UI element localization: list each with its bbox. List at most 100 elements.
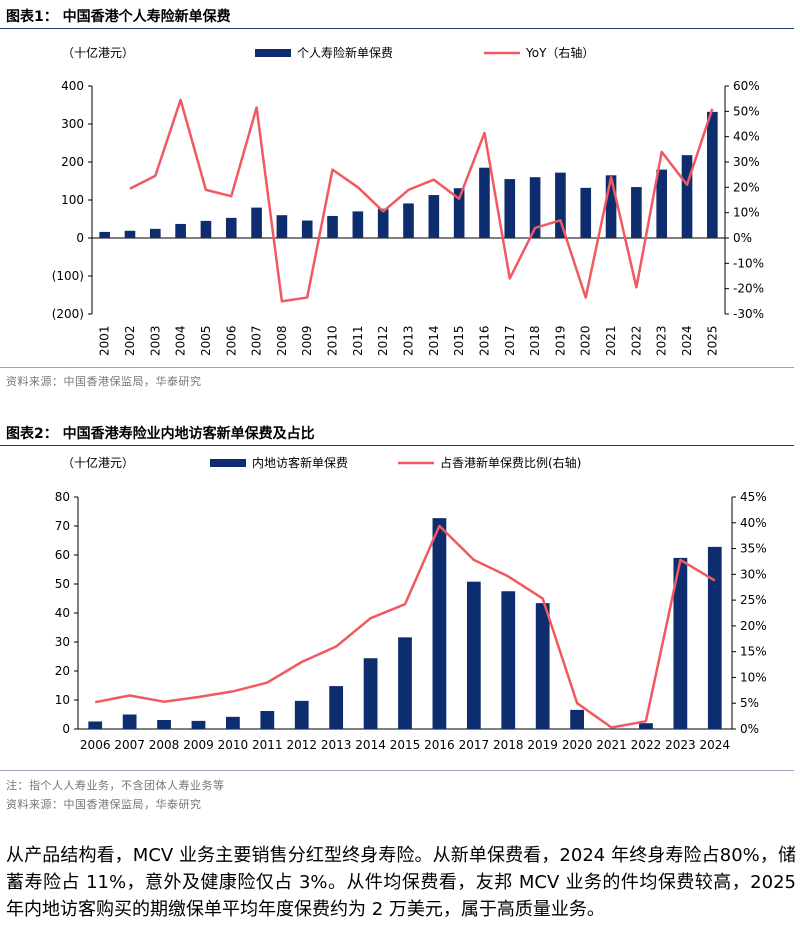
bar-2012 — [294, 700, 309, 729]
chart1: (200) (100) 0 100 200 300 400 -30% -20% -10% 0% 10%… — [52, 45, 764, 356]
bar-2021 — [605, 175, 617, 238]
bar-2022 — [639, 723, 653, 729]
line-series — [94, 524, 716, 729]
figure2-bottom-rule — [0, 770, 794, 771]
x-tick-label: 2017 — [503, 325, 517, 356]
y-unit-label: （十亿港元） — [62, 455, 134, 470]
x-tick-label: 2012 — [376, 325, 390, 356]
right-axis-tick-label: -20% — [733, 282, 764, 296]
bar-2021 — [604, 728, 619, 730]
bar-2008 — [157, 720, 171, 729]
bar-2014 — [428, 195, 440, 238]
y-unit-label: （十亿港元） — [62, 45, 134, 60]
bar-2025 — [707, 111, 718, 238]
figure1-source: 资料来源：中国香港保监局，华泰研究 — [6, 375, 202, 388]
x-tick-label: 2010 — [218, 738, 249, 752]
bar-2012 — [377, 208, 389, 238]
right-axis-tick-label: 30% — [733, 155, 760, 169]
bar-2015 — [453, 188, 465, 238]
left-axis-tick-label: 10 — [55, 693, 70, 707]
bar-2002 — [124, 230, 136, 238]
figure2-source: 资料来源：中国香港保监局，华泰研究 — [6, 798, 202, 811]
bar-2014 — [363, 658, 378, 729]
right-axis-tick-label: 40% — [733, 130, 760, 144]
chart2: 0 10 20 30 40 50 60 70 80 0% 5% 10% 15% 20% 25% 30% 35% 4… — [55, 455, 767, 752]
x-tick-label: 2007 — [114, 738, 145, 752]
x-tick-label: 2024 — [680, 325, 694, 356]
legend-line-label: 占香港新单保费比例(右轴) — [440, 455, 581, 470]
x-tick-label: 2013 — [321, 738, 352, 752]
right-axis-tick-label: 20% — [733, 180, 760, 194]
right-axis-tick-label: -30% — [733, 307, 764, 321]
x-tick-label: 2018 — [528, 325, 542, 356]
x-tick-label: 2020 — [579, 325, 593, 356]
right-axis-tick-label: 50% — [733, 104, 760, 118]
x-tick-label: 2009 — [300, 325, 314, 356]
figure2-title-rule — [0, 445, 794, 446]
x-tick-label: 2023 — [655, 325, 669, 356]
right-axis-tick-label: 0% — [733, 231, 752, 245]
x-tick-label: 2017 — [459, 738, 490, 752]
x-tick-label: 2001 — [98, 325, 112, 356]
bar-2023 — [656, 169, 668, 238]
bar-2005 — [200, 220, 212, 238]
x-tick-label: 2004 — [174, 325, 188, 356]
left-axis-tick-label: 400 — [61, 79, 84, 93]
right-axis-tick-label: 10% — [740, 670, 767, 684]
x-tick-label: 2002 — [123, 325, 137, 356]
legend-bar-label: 个人寿险新单保费 — [297, 45, 393, 60]
bar-2024 — [707, 546, 722, 729]
x-tick-label: 2011 — [252, 738, 283, 752]
bar-2016 — [432, 518, 447, 729]
x-tick-label: 2008 — [149, 738, 180, 752]
bar-2008 — [276, 215, 288, 238]
bar-2006 — [88, 721, 103, 729]
bar-2003 — [149, 228, 161, 238]
left-axis-tick-label: 20 — [55, 664, 70, 678]
right-axis-tick-label: 15% — [740, 645, 767, 659]
bar-2019 — [535, 603, 550, 729]
bar-2020 — [580, 187, 592, 238]
left-axis-tick-label: 200 — [61, 155, 84, 169]
legend-bar-swatch — [255, 49, 291, 57]
left-axis-tick-label: 300 — [61, 117, 84, 131]
right-axis-tick-label: -10% — [733, 256, 764, 270]
bar-2011 — [260, 711, 275, 729]
body-paragraph: 从产品结构看，MCV 业务主要销售分红型终身寿险。从新单保费看，2024 年终身… — [6, 845, 796, 920]
bar-2009 — [301, 220, 313, 238]
x-tick-label: 2011 — [351, 325, 365, 356]
x-tick-label: 2012 — [286, 738, 317, 752]
left-axis-tick-label: (100) — [52, 269, 84, 283]
bar-2022 — [631, 187, 642, 238]
x-tick-label: 2020 — [562, 738, 593, 752]
figure1-title-rule — [0, 28, 794, 29]
x-tick-label: 2023 — [665, 738, 696, 752]
x-tick-label: 2006 — [224, 325, 238, 356]
x-tick-label: 2025 — [705, 325, 719, 356]
x-tick-label: 2010 — [326, 325, 340, 356]
bar-2007 — [122, 714, 137, 729]
x-tick-label: 2013 — [402, 325, 416, 356]
bar-2017 — [504, 179, 516, 238]
left-axis-tick-label: 70 — [55, 519, 70, 533]
left-axis-tick-label: (200) — [52, 307, 84, 321]
bar-2013 — [403, 203, 414, 238]
bar-2019 — [555, 172, 566, 238]
left-axis-tick-label: 0 — [62, 722, 70, 736]
left-axis-tick-label: 60 — [55, 548, 70, 562]
line-series — [129, 98, 714, 303]
right-axis-tick-label: 10% — [733, 206, 760, 220]
right-axis-tick-label: 30% — [740, 567, 767, 581]
left-axis-tick-label: 80 — [55, 490, 70, 504]
figure1-bottom-rule — [0, 367, 794, 368]
x-tick-label: 2024 — [700, 738, 731, 752]
bar-2016 — [479, 167, 490, 238]
figure2-note: 注：指个人人寿业务，不含团体人寿业务等 — [6, 779, 225, 792]
right-axis-tick-label: 45% — [740, 490, 767, 504]
right-axis-tick-label: 60% — [733, 79, 760, 93]
bar-2020 — [570, 709, 584, 729]
x-tick-label: 2018 — [493, 738, 524, 752]
x-tick-label: 2007 — [250, 325, 264, 356]
bar-2001 — [99, 231, 110, 238]
bar-2006 — [225, 217, 237, 238]
